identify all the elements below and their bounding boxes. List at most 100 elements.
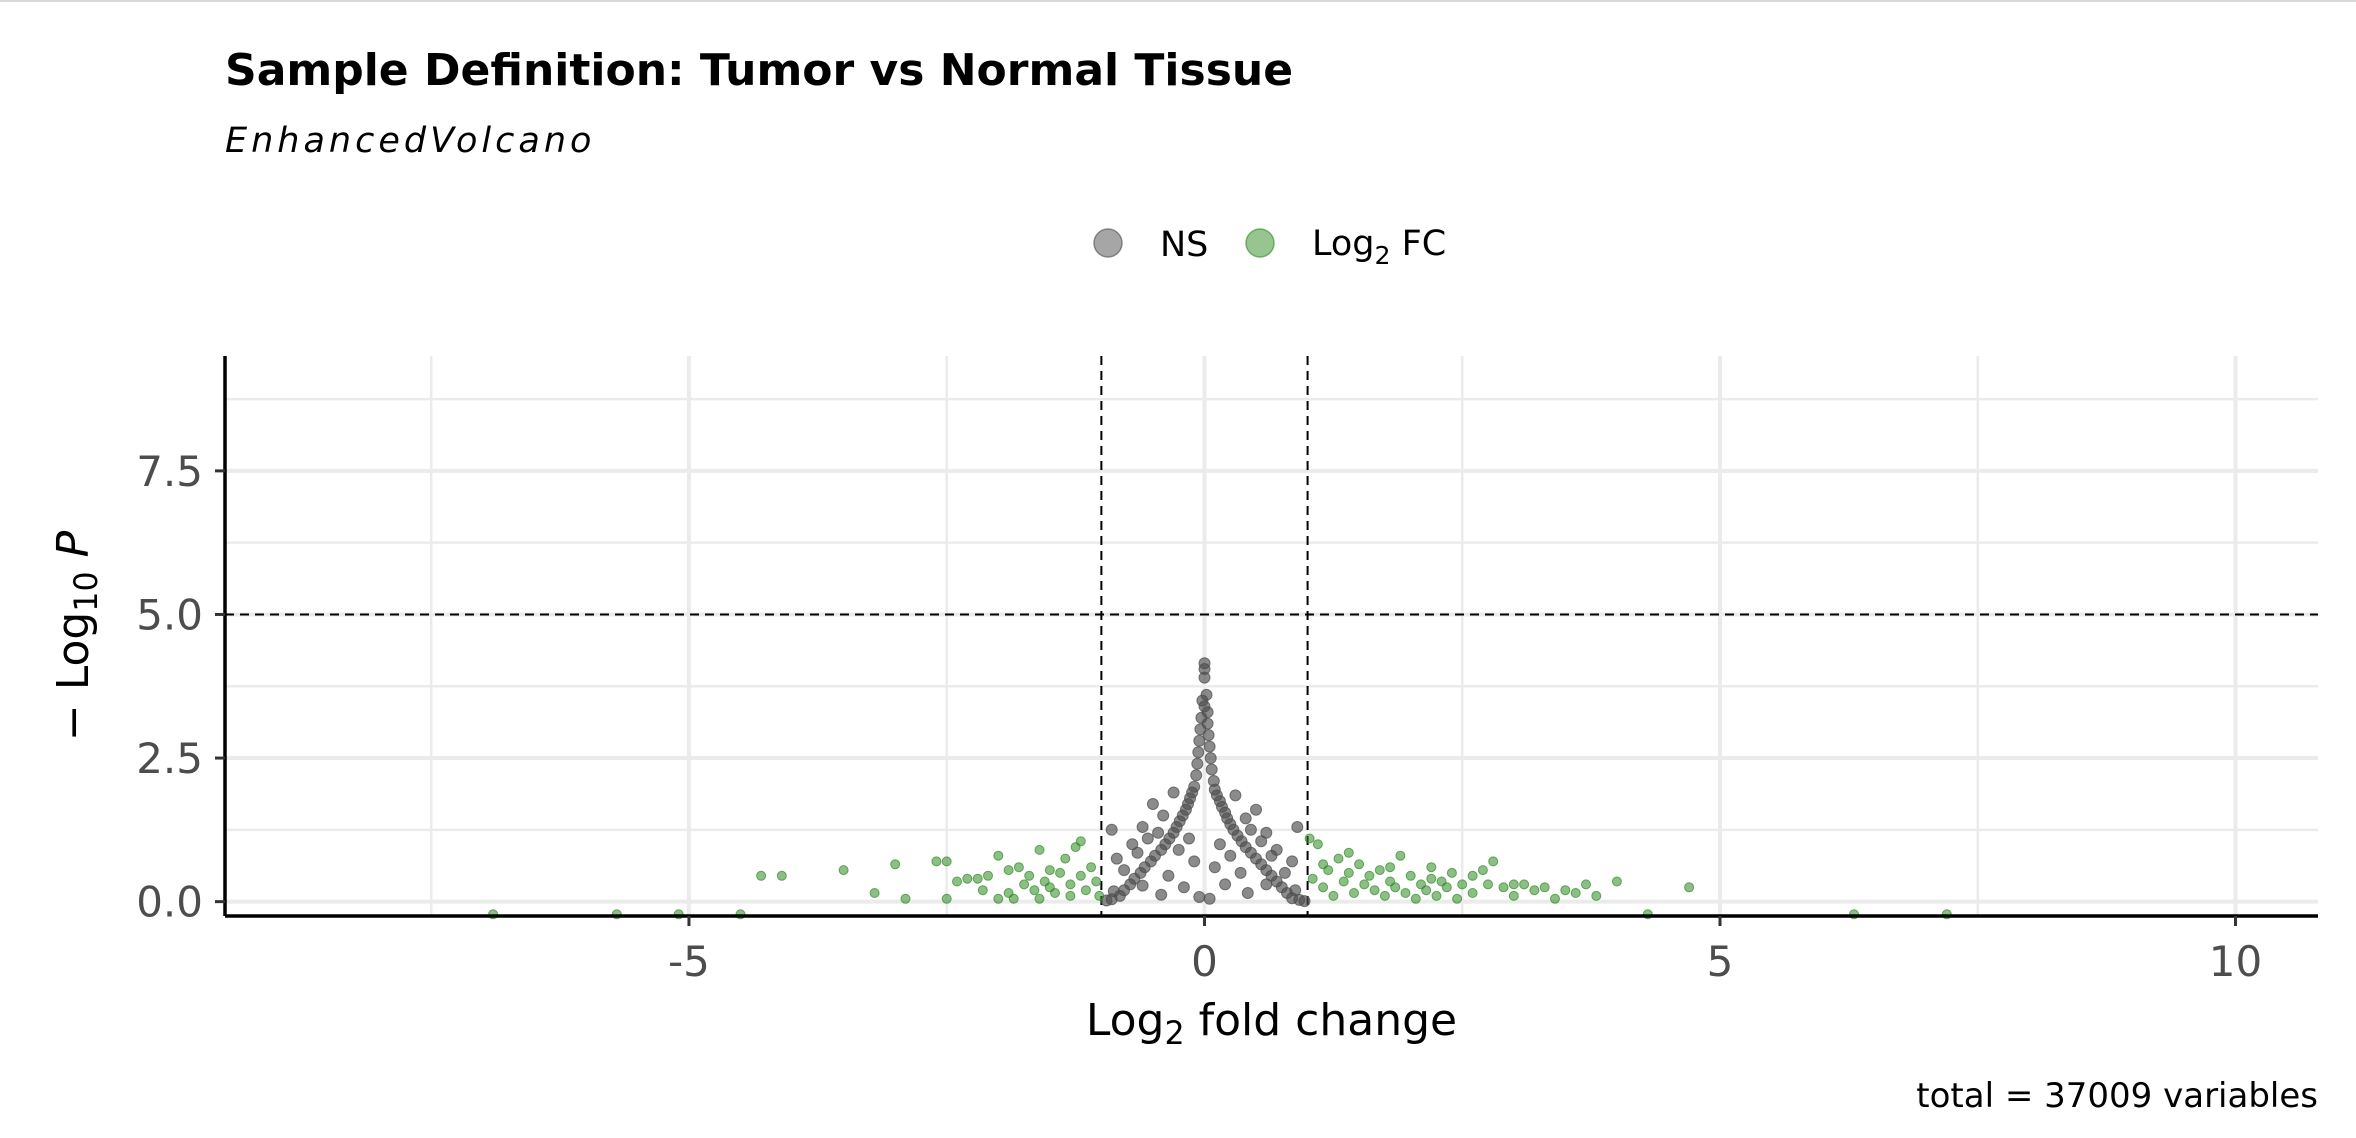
fc-point [1467, 888, 1478, 898]
fc-point [1611, 876, 1622, 887]
fc-point [1333, 853, 1344, 864]
fc-point [1581, 879, 1591, 890]
grid-lines [225, 356, 2318, 916]
ns-point [1136, 821, 1149, 833]
ns-point [1188, 855, 1201, 868]
fc-point [1457, 879, 1468, 890]
fc-point [1304, 833, 1315, 844]
fc-point [1338, 876, 1349, 887]
top-border [0, 0, 2356, 2]
fc-point [1091, 876, 1102, 887]
fc-point [1354, 859, 1365, 870]
fc-point [1498, 882, 1509, 893]
fc-point [1395, 850, 1406, 861]
fc-point [1519, 879, 1530, 890]
fc-point [977, 885, 988, 896]
fc-point [1431, 890, 1442, 901]
fc-point [1467, 870, 1478, 881]
ns-point [1193, 891, 1206, 903]
fc-point [1075, 870, 1086, 881]
y-tick-label: 5.0 [136, 590, 203, 639]
fc-point [941, 893, 952, 904]
ns-point [1191, 757, 1204, 770]
fc-point [1034, 893, 1045, 904]
ns-point [1234, 866, 1247, 879]
fc-point [1003, 865, 1014, 876]
fc-point [1405, 870, 1416, 881]
ns-point [1136, 879, 1149, 892]
x-tick-label: 0 [1191, 937, 1218, 986]
fc-point [1034, 844, 1045, 855]
fc-point [1044, 882, 1055, 893]
y-tick-label: 0.0 [136, 878, 203, 927]
fc-point [1477, 865, 1488, 876]
fc-point [1591, 890, 1602, 901]
ns-point [1205, 763, 1218, 776]
ns-point [1244, 823, 1257, 836]
legend: NS Log2 FC [1093, 224, 1446, 270]
data-points [488, 657, 1952, 920]
fc-point [1374, 865, 1385, 876]
fc-point [1013, 862, 1024, 873]
y-axis-title-group: − Log10 P [48, 530, 105, 741]
fc-point [993, 850, 1004, 861]
ns-point [1192, 746, 1205, 759]
ns-point [1239, 812, 1252, 825]
fc-point [1426, 873, 1437, 884]
x-tick-label: 5 [1707, 937, 1734, 986]
ns-point [1213, 838, 1226, 851]
fc-point [838, 865, 849, 876]
ns-point [1298, 895, 1311, 908]
x-tick-label: -5 [668, 937, 710, 986]
ns-point [1208, 861, 1221, 874]
chart-title: Sample Definition: Tumor vs Normal Tissu… [225, 45, 1294, 96]
fc-point [1024, 870, 1035, 881]
fc-point [1488, 856, 1499, 867]
y-axis-ticks: 0.0 2.5 5.0 7.5 [136, 447, 225, 927]
fc-point [1044, 865, 1055, 876]
fc-point [993, 893, 1004, 904]
fc-point [962, 873, 973, 884]
fc-point [890, 859, 901, 870]
ns-point [1105, 823, 1118, 836]
fc-point [1055, 867, 1066, 878]
fc-point [1410, 893, 1421, 904]
ns-point [1155, 888, 1168, 901]
ns-point [1107, 885, 1120, 898]
ns-point [1110, 852, 1123, 865]
fc-point [900, 893, 911, 904]
ns-point [1286, 855, 1299, 868]
ns-point [1289, 884, 1302, 897]
fc-point [1343, 847, 1354, 858]
fc-point [1094, 890, 1105, 901]
ns-point [1204, 752, 1217, 765]
ns-point [1219, 878, 1232, 891]
legend-label-fc: Log2 FC [1312, 224, 1446, 270]
fc-point [1452, 893, 1463, 904]
ns-point [1126, 838, 1139, 851]
fc-point [952, 876, 962, 887]
x-axis-title: Log2 fold change [1086, 995, 1457, 1052]
ns-point [1183, 832, 1195, 845]
legend-key-ns [1093, 228, 1123, 258]
ns-point [1177, 881, 1190, 894]
fc-point [1312, 839, 1323, 850]
fc-point [1529, 885, 1540, 896]
cutoff-lines [225, 356, 2318, 916]
fc-point [869, 888, 880, 898]
fc-point [1385, 862, 1396, 873]
x-axis-ticks: -5 0 5 10 [668, 916, 2262, 986]
fc-point [1359, 879, 1370, 890]
ns-point [1198, 671, 1211, 684]
fc-point [1060, 853, 1071, 864]
fc-point [1307, 873, 1318, 884]
fc-point [1426, 862, 1437, 873]
ns-point [1194, 723, 1207, 736]
fc-point [1349, 888, 1359, 898]
fc-point [1343, 867, 1354, 878]
ns-point [1152, 826, 1165, 839]
ns-point [1241, 887, 1254, 899]
x-tick-label: 10 [2209, 937, 2262, 986]
ns-point [1172, 843, 1185, 856]
